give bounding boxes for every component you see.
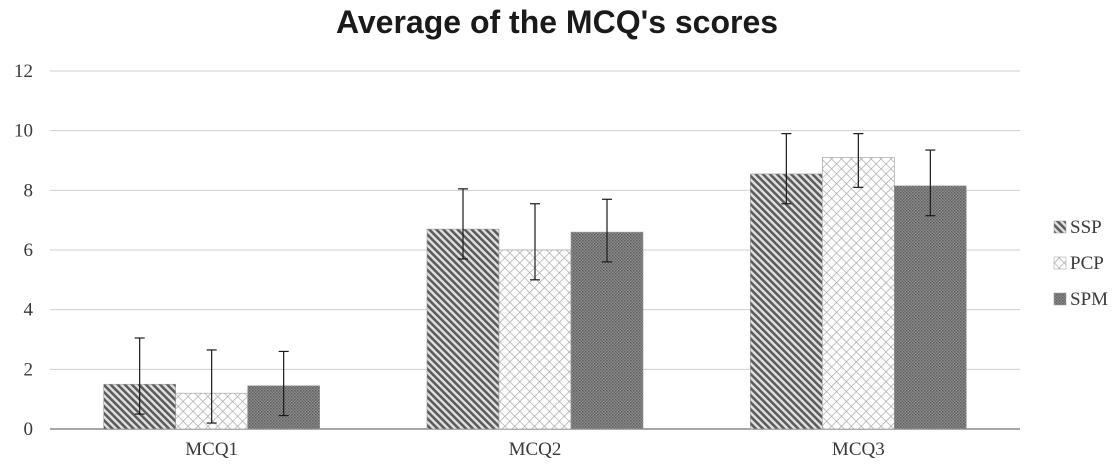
bar-ssp-mcq2 [426, 228, 500, 430]
x-category-label: MCQ2 [509, 439, 562, 460]
bar-pcp-mcq3 [822, 157, 895, 430]
y-tick-label: 12 [14, 61, 33, 82]
error-bars [134, 133, 936, 424]
y-tick-label: 2 [24, 359, 34, 380]
y-tick-label: 4 [24, 300, 34, 321]
chart-title: Average of the MCQ's scores [335, 4, 779, 40]
legend: SSP PCP SPM [1053, 217, 1108, 310]
bar-spm-mcq3 [894, 185, 967, 430]
legend-label-spm: SPM [1070, 289, 1108, 310]
y-tick-label: 8 [24, 180, 34, 201]
y-tick-label: 10 [14, 121, 33, 142]
bar-spm-mcq2 [570, 231, 644, 430]
legend-swatch-ssp [1053, 220, 1067, 234]
x-axis: MCQ1 MCQ2 MCQ3 [185, 439, 884, 460]
bar-ssp-mcq3 [750, 173, 823, 430]
legend-label-ssp: SSP [1070, 217, 1102, 238]
y-tick-label: 0 [24, 419, 34, 440]
legend-swatch-spm [1053, 292, 1067, 306]
y-axis: 0 2 4 6 8 10 12 [14, 61, 34, 440]
x-category-label: MCQ3 [832, 439, 885, 460]
bars [103, 157, 967, 430]
y-tick-label: 6 [24, 240, 34, 261]
legend-label-pcp: PCP [1070, 253, 1104, 274]
legend-swatch-pcp [1053, 256, 1067, 270]
x-category-label: MCQ1 [185, 439, 238, 460]
